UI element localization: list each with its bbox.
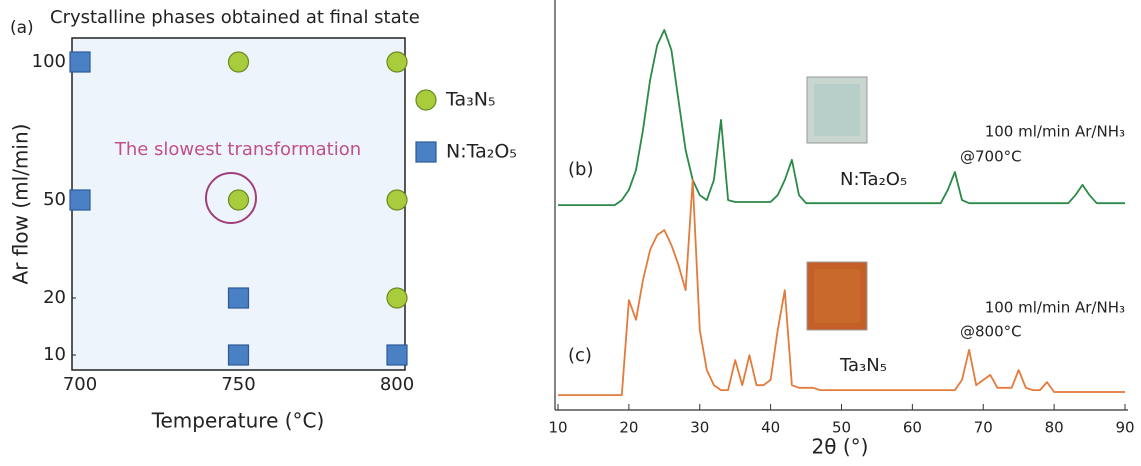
marker <box>227 344 250 366</box>
annotation: (c) <box>568 345 592 366</box>
x-tick-label: 90 <box>1115 419 1134 437</box>
chart-title: Crystalline phases obtained at final sta… <box>50 7 420 28</box>
x-tick-label: 20 <box>619 419 638 437</box>
sample-photo-inner <box>814 84 860 136</box>
marker <box>227 189 250 211</box>
x-tick-label: 80 <box>1045 419 1064 437</box>
marker <box>386 344 408 366</box>
highlight-ring <box>205 172 257 224</box>
annotation: @800°C <box>960 323 1022 341</box>
x-tick-label: 40 <box>761 419 780 437</box>
x-tick-label: 60 <box>903 419 922 437</box>
annotation: N:Ta₂O₅ <box>840 169 907 190</box>
annotation: (b) <box>568 159 593 180</box>
legend-label: N:Ta₂O₅ <box>446 141 517 163</box>
y-tick-label: 100 <box>32 51 66 72</box>
annotation: 100 ml/min Ar/NH₃ <box>985 123 1125 141</box>
annotation: @700°C <box>960 148 1022 166</box>
x-tick-label: 700 <box>63 374 97 395</box>
y-tick-label: 20 <box>43 287 66 308</box>
marker <box>69 51 91 73</box>
annotation: The slowest transformation <box>114 139 361 160</box>
panel-label: (a) <box>10 18 34 38</box>
annotation: Ta₃N₅ <box>839 355 887 376</box>
marker <box>386 287 408 309</box>
marker <box>227 287 250 309</box>
xrd-line <box>558 179 1125 396</box>
annotation: 100 ml/min Ar/NH₃ <box>985 299 1125 317</box>
x-tick-label: 10 <box>548 419 567 437</box>
x-tick-label: 30 <box>690 419 709 437</box>
x-tick-label: 800 <box>380 374 414 395</box>
x-tick-label: 70 <box>974 419 993 437</box>
legend-marker <box>415 141 437 163</box>
marker <box>386 51 408 73</box>
y-tick-label: 10 <box>43 344 66 365</box>
sample-photo-inner <box>814 269 860 323</box>
marker <box>69 189 91 211</box>
marker <box>386 189 408 211</box>
x-axis-label: Temperature (°C) <box>151 409 325 433</box>
x-axis-label: 2θ (°) <box>812 435 869 459</box>
y-axis-label: Ar flow (ml/min) <box>9 124 33 285</box>
y-tick-label: 50 <box>43 189 66 210</box>
x-tick-label: 750 <box>221 374 255 395</box>
marker <box>227 51 250 73</box>
x-tick-label: 50 <box>832 419 851 437</box>
legend-marker <box>415 89 437 111</box>
legend-label: Ta₃N₅ <box>445 89 496 111</box>
xrd-line <box>558 29 1125 206</box>
